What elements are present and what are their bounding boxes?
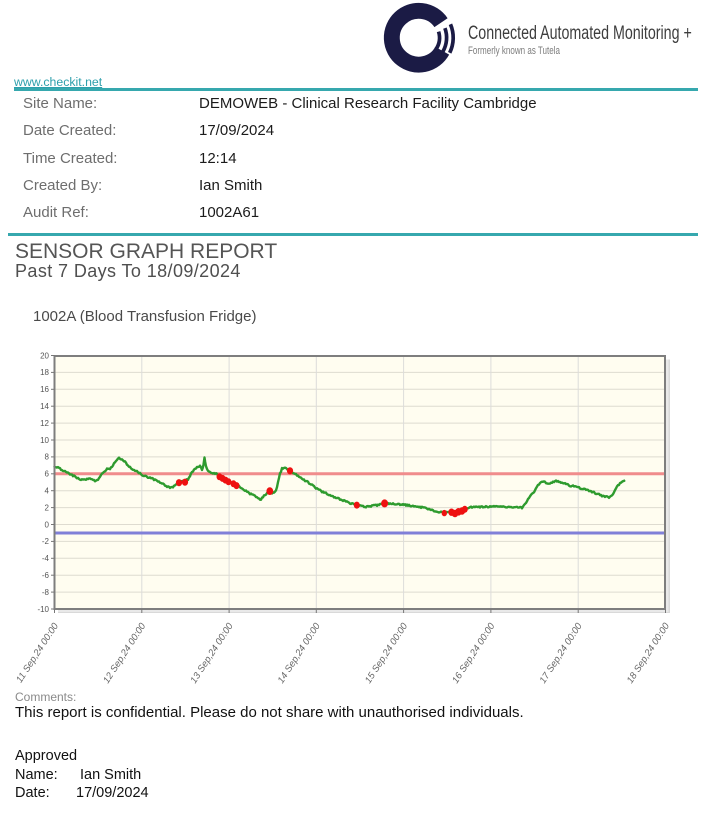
svg-text:18: 18 bbox=[40, 368, 49, 377]
svg-text:17 Sep,24 00:00: 17 Sep,24 00:00 bbox=[538, 621, 586, 686]
svg-text:12 Sep,24 00:00: 12 Sep,24 00:00 bbox=[101, 621, 149, 686]
svg-text:0: 0 bbox=[45, 520, 50, 529]
svg-text:8: 8 bbox=[45, 453, 50, 462]
svg-text:10: 10 bbox=[40, 436, 49, 445]
svg-text:15 Sep,24 00:00: 15 Sep,24 00:00 bbox=[363, 621, 411, 686]
svg-text:14 Sep,24 00:00: 14 Sep,24 00:00 bbox=[276, 621, 324, 686]
svg-text:12: 12 bbox=[40, 419, 49, 428]
svg-text:16: 16 bbox=[40, 385, 49, 394]
svg-text:18 Sep,24 00:00: 18 Sep,24 00:00 bbox=[625, 621, 673, 686]
svg-text:-6: -6 bbox=[42, 571, 50, 580]
svg-text:6: 6 bbox=[45, 470, 50, 479]
svg-text:-10: -10 bbox=[37, 605, 49, 614]
svg-text:-2: -2 bbox=[42, 537, 50, 546]
svg-text:4: 4 bbox=[45, 487, 50, 496]
svg-text:13 Sep,24 00:00: 13 Sep,24 00:00 bbox=[188, 621, 236, 686]
svg-text:11 Sep,24 00:00: 11 Sep,24 00:00 bbox=[14, 621, 61, 685]
svg-text:16 Sep,24 00:00: 16 Sep,24 00:00 bbox=[450, 621, 498, 686]
svg-text:14: 14 bbox=[40, 402, 49, 411]
svg-text:-8: -8 bbox=[42, 588, 50, 597]
svg-text:20: 20 bbox=[40, 351, 49, 360]
svg-text:2: 2 bbox=[45, 503, 50, 512]
svg-text:-4: -4 bbox=[42, 554, 50, 563]
